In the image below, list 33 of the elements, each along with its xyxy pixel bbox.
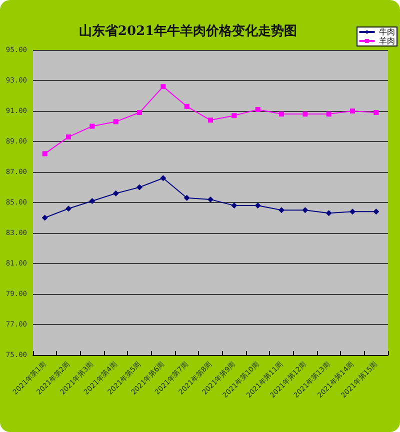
point xyxy=(231,202,238,209)
point xyxy=(136,184,142,190)
point xyxy=(184,104,190,109)
point xyxy=(66,134,71,140)
point xyxy=(279,112,284,117)
point xyxy=(326,210,332,216)
point xyxy=(160,84,166,90)
point xyxy=(255,106,260,112)
point xyxy=(90,124,95,129)
chart-title: 山东省2021年牛羊肉价格变化走势图 xyxy=(78,23,298,39)
point xyxy=(302,112,308,117)
point xyxy=(373,208,380,215)
legend-label: 牛肉 xyxy=(379,28,395,36)
point xyxy=(137,110,142,116)
point xyxy=(350,208,356,215)
point xyxy=(113,119,118,124)
point xyxy=(302,207,308,214)
point xyxy=(326,112,332,117)
point xyxy=(89,198,96,204)
point xyxy=(184,194,190,201)
point xyxy=(254,202,261,209)
point xyxy=(374,110,379,116)
point xyxy=(208,118,213,123)
point xyxy=(350,108,355,114)
point xyxy=(66,206,72,212)
point xyxy=(208,196,214,202)
point xyxy=(232,113,237,118)
point xyxy=(42,151,48,156)
legend-label: 羊肉 xyxy=(379,36,395,46)
point xyxy=(160,175,166,182)
point xyxy=(112,190,119,196)
point xyxy=(42,214,48,221)
point xyxy=(278,207,284,214)
